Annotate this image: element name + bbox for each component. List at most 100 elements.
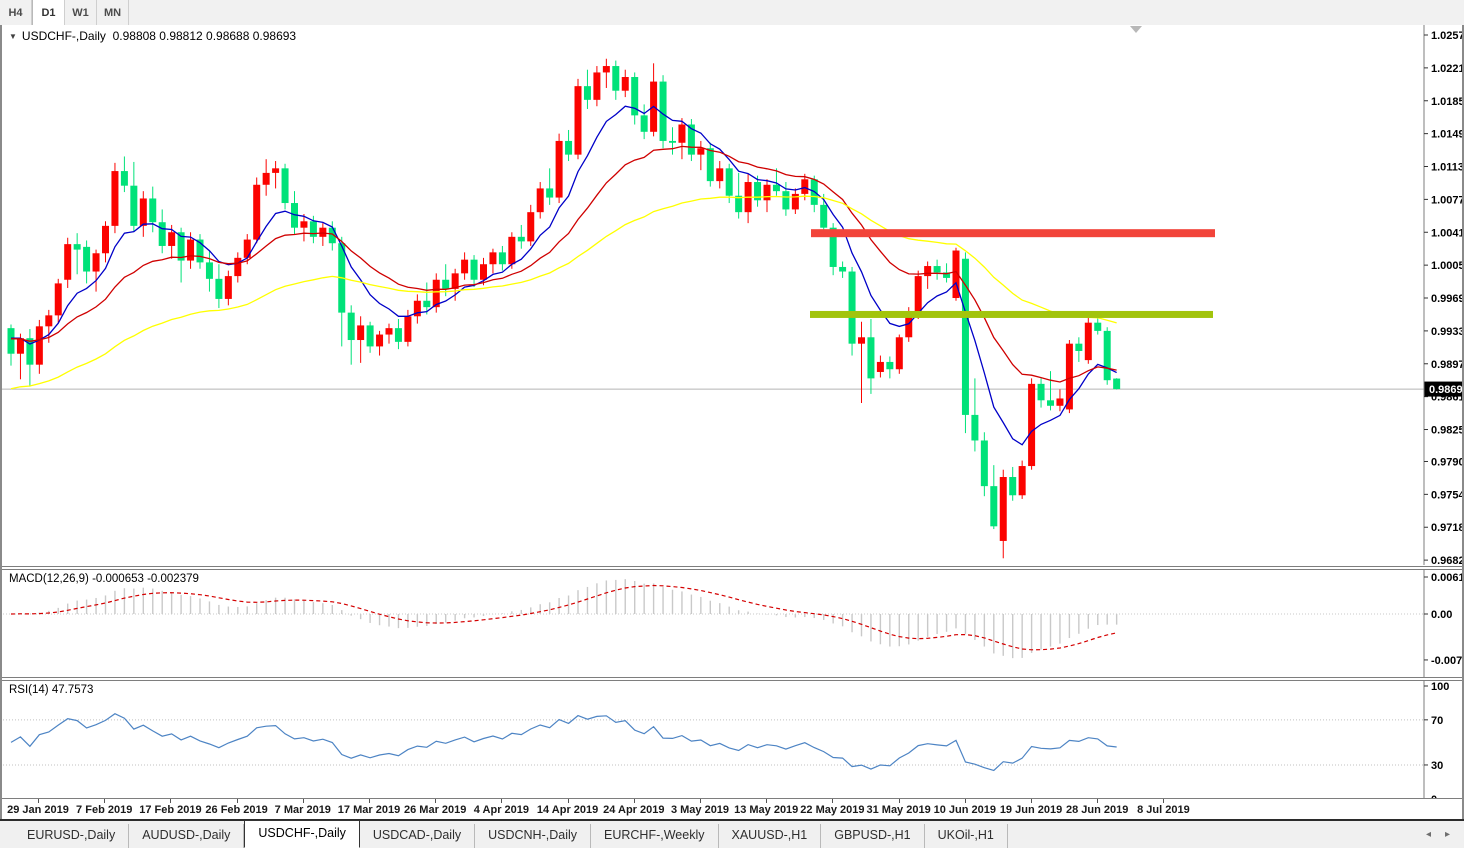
candle-body (328, 227, 336, 244)
time-axis-tick (435, 799, 437, 803)
candle-body (602, 66, 610, 73)
macd-axis-label: -0.007612 (1431, 655, 1464, 667)
price-axis-label: 0.98970 (1431, 359, 1464, 371)
candle-body (394, 328, 402, 342)
candle-body (687, 124, 695, 155)
candle-body (763, 184, 771, 201)
time-axis-tick (964, 799, 966, 803)
timeframe-button-h4[interactable]: H4 (0, 0, 32, 25)
chart-tab-usdchf-daily[interactable]: USDCHF-,Daily (244, 820, 360, 848)
time-axis-tick (104, 799, 106, 803)
rsi-axis-label: 100 (1431, 681, 1449, 693)
chart-tab-gbpusd-h1[interactable]: GBPUSD-,H1 (821, 824, 925, 848)
candle-body (999, 477, 1007, 541)
candle-body (1028, 383, 1036, 467)
price-axis-label: 0.97900 (1431, 456, 1464, 468)
candle-body (376, 334, 384, 347)
tab-scroll-right-icon[interactable]: ▸ (1444, 829, 1450, 840)
candle-body (801, 179, 809, 194)
chart-tab-ukoil-h1[interactable]: UKOil-,H1 (925, 824, 1008, 848)
candle-body (820, 204, 828, 228)
candle-body (205, 262, 213, 279)
candle-body (102, 225, 109, 254)
rsi-line (10, 713, 1117, 772)
price-axis-label: 1.01130 (1431, 162, 1464, 174)
candle-body (527, 212, 535, 242)
candle-body (612, 66, 620, 91)
candlestick-chart[interactable]: 1.02570 1.02210 1.01850 1.01490 1.01130 1.007… (0, 25, 1464, 565)
candle-body (451, 273, 459, 289)
candle-body (1103, 330, 1111, 381)
candle-body (952, 250, 960, 299)
price-axis-label: 0.97180 (1431, 522, 1464, 534)
resistance-level-band[interactable] (811, 229, 1215, 238)
price-axis-label: 1.00050 (1431, 260, 1464, 272)
date-label: 26 Feb 2019 (205, 804, 268, 816)
collapse-triangle-icon[interactable]: ▼ (9, 32, 17, 41)
candle-body (517, 236, 525, 242)
candle-body (234, 257, 242, 277)
candle-body (536, 188, 544, 213)
candle-body (697, 148, 705, 155)
timeframe-button-w1[interactable]: W1 (65, 0, 97, 25)
date-label: 28 Jun 2019 (1066, 804, 1129, 816)
candle-body (262, 172, 270, 185)
chart-tab-audusd-daily[interactable]: AUDUSD-,Daily (129, 824, 245, 848)
candle-body (366, 325, 374, 347)
candle-body (168, 232, 176, 246)
candle-body (130, 185, 138, 226)
candle-body (1075, 343, 1083, 351)
rsi-panel[interactable]: RSI(14) 47.7573 100 70 30 0 (0, 680, 1464, 799)
date-label: 22 May 2019 (800, 804, 865, 816)
tab-scroll-arrows: ◂ ▸ (1426, 829, 1450, 840)
candle-body (555, 140, 563, 198)
candle-body (943, 272, 951, 278)
date-label: 10 Jun 2019 (933, 804, 996, 816)
window-border-right (1462, 25, 1464, 819)
candle-body (1056, 398, 1064, 406)
date-label: 8 Jul 2019 (1137, 804, 1190, 816)
candle-body (253, 184, 261, 240)
candle-body (839, 266, 847, 272)
chart-tab-usdcad-daily[interactable]: USDCAD-,Daily (360, 824, 476, 848)
time-axis-tick (567, 799, 569, 803)
date-label: 7 Mar 2019 (274, 804, 331, 816)
time-axis-tick (501, 799, 503, 803)
rsi-label: RSI(14) 47.7573 (9, 684, 94, 696)
candle-body (83, 246, 91, 272)
time-axis-tick (369, 799, 370, 803)
timeframe-button-mn[interactable]: MN (97, 0, 129, 25)
rsi-axis-label: 0 (1431, 794, 1437, 798)
candle-body (772, 184, 780, 192)
candle-body (961, 258, 969, 415)
chart-tab-eurusd-daily[interactable]: EURUSD-,Daily (14, 824, 130, 848)
candle-body (470, 259, 478, 280)
chart-tab-eurchf-weekly[interactable]: EURCHF-,Weekly (591, 824, 719, 848)
timeframe-button-d1[interactable]: D1 (32, 0, 65, 25)
candle-body (73, 244, 81, 250)
candle-body (1084, 322, 1092, 361)
window-border-left (0, 25, 2, 819)
candle-body (971, 414, 979, 441)
candle-body (924, 266, 932, 277)
date-label: 4 Apr 2019 (473, 804, 530, 816)
candle-body (1047, 400, 1054, 406)
chart-shift-marker-icon[interactable] (1130, 26, 1142, 33)
price-axis-label: 0.99330 (1431, 326, 1464, 338)
candle-body (413, 300, 421, 317)
candle-body (1018, 466, 1026, 496)
chart-tab-usdcnh-daily[interactable]: USDCNH-,Daily (475, 824, 592, 848)
time-axis[interactable]: 29 Jan 2019 7 Feb 2019 17 Feb 2019 26 Feb 2… (0, 799, 1464, 819)
rsi-chart[interactable]: 100 70 30 0 (0, 681, 1464, 798)
candle-body (640, 115, 648, 132)
support-level-band[interactable] (810, 310, 1213, 318)
macd-chart[interactable]: 0.00613 0.00 -0.007612 (0, 570, 1464, 677)
macd-panel[interactable]: MACD(12,26,9) -0.000653 -0.002379 0.0061… (0, 569, 1464, 678)
chart-tab-xauusd-h1[interactable]: XAUUSD-,H1 (719, 824, 822, 848)
current-price-tag-text: 0.98693 (1429, 384, 1464, 396)
price-axis-label: 1.02570 (1431, 30, 1464, 42)
candle-body (432, 279, 440, 308)
tab-scroll-left-icon[interactable]: ◂ (1425, 829, 1431, 840)
price-chart-panel[interactable]: ▼ USDCHF-,Daily 0.98808 0.98812 0.98688 0… (0, 25, 1464, 567)
candle-body (423, 300, 431, 308)
